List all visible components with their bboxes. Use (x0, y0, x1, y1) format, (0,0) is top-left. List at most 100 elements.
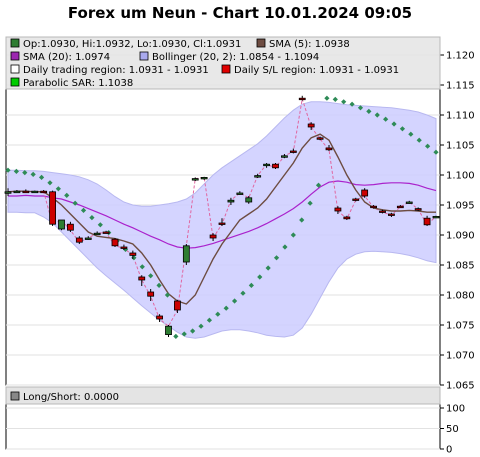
long-short-axis: 0 50 100 (440, 404, 465, 456)
candle (182, 244, 190, 265)
candle-body (263, 163, 270, 167)
candle (236, 191, 244, 195)
candle (156, 314, 163, 322)
candle-body (272, 163, 279, 169)
lower-tick-label: 100 (446, 404, 465, 415)
candle-body (432, 215, 440, 219)
candle-body (227, 199, 235, 203)
candle-body (388, 213, 395, 216)
candle-body (58, 219, 65, 230)
sma20-line (8, 180, 437, 249)
sar-point (38, 174, 45, 180)
legend-sma5-label: SMA (5): 1.0938 (269, 39, 350, 50)
candle-body (31, 190, 39, 194)
candle (111, 238, 119, 247)
candle-body (4, 191, 12, 194)
price-axis: 1.065 1.070 1.075 1.080 1.085 1.090 1.095 1.100… (440, 51, 475, 392)
candle-body (343, 216, 351, 220)
candle-body (289, 150, 297, 153)
sar-point (408, 131, 414, 137)
candle (432, 215, 440, 219)
candle-body (298, 97, 306, 101)
candle (307, 122, 315, 130)
candle-body (22, 190, 30, 194)
candle (120, 244, 128, 250)
candle (414, 207, 422, 211)
legend-box (5, 36, 441, 90)
candle-body (236, 192, 244, 195)
lower-grid (6, 407, 440, 450)
candle-body (218, 222, 226, 225)
candle-body (316, 137, 324, 140)
legend-swatch-sma20 (10, 51, 20, 61)
legend-bollinger-label: Bollinger (20, 2): 1.0854 - 1.1094 (152, 52, 319, 63)
candle-body (67, 223, 74, 231)
sar-point (13, 168, 19, 174)
sar-point (332, 96, 338, 102)
sar-point (198, 323, 204, 329)
candle-body (156, 315, 163, 320)
candlestick-series (4, 95, 440, 337)
sar-point (433, 149, 439, 155)
sar-point (240, 290, 246, 296)
candle-body (49, 191, 56, 225)
candle (147, 289, 155, 301)
sar-point (374, 112, 380, 118)
y-tick-label: 1.120 (446, 51, 475, 62)
sar-point (80, 207, 87, 213)
candle-body (325, 147, 333, 151)
candle-body (334, 207, 342, 212)
candle (361, 188, 369, 198)
y-tick-label: 1.105 (446, 141, 475, 152)
sar-point (299, 217, 305, 223)
sar-point (265, 265, 271, 271)
lower-tick-label: 50 (446, 424, 459, 435)
sar-point (341, 99, 347, 105)
candle (165, 325, 172, 337)
candle (388, 212, 395, 217)
candle-body (200, 176, 208, 180)
sar-point (89, 215, 95, 221)
candle-body (209, 234, 217, 239)
candle-body (414, 208, 422, 211)
parabolic-sar-series (5, 95, 439, 339)
y-tick-label: 1.110 (446, 111, 475, 122)
legend-sar-label: Parabolic SAR: 1.1038 (23, 78, 133, 89)
sar-point (190, 328, 196, 334)
candle (298, 95, 306, 101)
sar-point (273, 255, 280, 261)
y-tick-label: 1.085 (446, 261, 475, 272)
sar-point (324, 95, 330, 101)
candle (370, 205, 377, 209)
candle-body (93, 232, 101, 236)
candle (396, 205, 404, 209)
candle (4, 188, 12, 196)
sar-point (349, 101, 355, 107)
candle (272, 163, 279, 169)
candle-body (191, 178, 199, 181)
candle (93, 231, 101, 236)
candle-body (147, 291, 155, 297)
sma20-series (8, 180, 437, 249)
y-tick-label: 1.075 (446, 321, 475, 332)
legend-swatch-sma5 (256, 38, 266, 48)
sar-point (290, 232, 296, 238)
y-tick-label: 1.115 (446, 81, 475, 92)
legend-swatch-ohlc (10, 38, 20, 48)
candle-body (138, 276, 146, 281)
candle-body (281, 155, 288, 158)
sar-point (248, 282, 254, 288)
legend-swatch-trading-region (10, 64, 20, 74)
candle-body (182, 245, 190, 263)
y-tick-label: 1.080 (446, 291, 475, 302)
candle (58, 219, 65, 231)
sar-point (315, 182, 322, 188)
sar-point (173, 333, 179, 339)
legend-sl-region-label: Daily S/L region: 1.0931 - 1.0931 (234, 65, 399, 76)
candle (316, 136, 324, 141)
sar-point (72, 200, 78, 206)
sar-point (257, 274, 263, 280)
candle (209, 233, 217, 241)
candle-body (40, 190, 48, 194)
